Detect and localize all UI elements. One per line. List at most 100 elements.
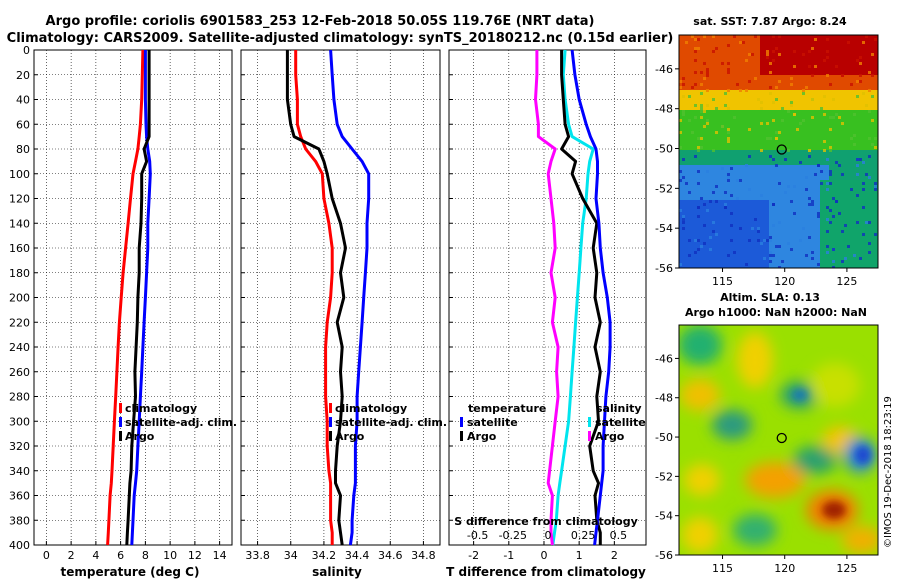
legend-swatch bbox=[329, 417, 332, 427]
sst-pixel bbox=[688, 191, 691, 194]
sst-pixel bbox=[733, 116, 736, 119]
sst-pixel bbox=[811, 47, 814, 50]
sst-pixel bbox=[832, 98, 835, 101]
sst-pixel bbox=[688, 254, 691, 257]
sst-pixel bbox=[706, 170, 709, 173]
sst-pixel bbox=[688, 95, 691, 98]
sst-map-title: sat. SST: 7.87 Argo: 8.24 bbox=[693, 15, 847, 28]
sst-pixel bbox=[769, 92, 772, 95]
sst-pixel bbox=[871, 143, 874, 146]
diff-xtick-label: 2 bbox=[611, 549, 618, 562]
sst-pixel bbox=[802, 227, 805, 230]
sal-xtick-label: 34 bbox=[284, 549, 298, 562]
sst-pixel bbox=[835, 65, 838, 68]
imos-credit: ©IMOS 19-Dec-2018 18:23:19 bbox=[883, 396, 894, 548]
difference-panel: -2 -1 0 1 2 -0.5 -0.25 0 0.25 0.5 T difference f… bbox=[446, 49, 647, 579]
sst-pixel bbox=[703, 125, 706, 128]
legend-label: Argo bbox=[335, 430, 365, 443]
sst-pixel bbox=[856, 80, 859, 83]
argo-location-marker bbox=[776, 144, 787, 155]
sst-pixel bbox=[868, 155, 871, 158]
sst-pixel bbox=[829, 146, 832, 149]
sst-pixel bbox=[838, 212, 841, 215]
sst-pixel bbox=[856, 164, 859, 167]
sst-pixel bbox=[778, 221, 781, 224]
sst-pixel bbox=[874, 137, 877, 140]
depth-tick-label: 240 bbox=[9, 341, 30, 354]
sst-pixel bbox=[745, 263, 748, 266]
sst-pixel bbox=[793, 212, 796, 215]
map-ytick-label: -50 bbox=[655, 431, 673, 444]
sst-pixel bbox=[769, 62, 772, 65]
difference-legend: temperaturesatelliteArgosalinitysatellit… bbox=[460, 402, 646, 443]
map-xtick-label: 120 bbox=[774, 562, 795, 575]
sst-pixel bbox=[682, 77, 685, 80]
sst-pixel bbox=[679, 179, 682, 182]
sst-pixel bbox=[691, 131, 694, 134]
sst-pixel bbox=[811, 200, 814, 203]
depth-tick-label: 360 bbox=[9, 490, 30, 503]
sst-pixel bbox=[694, 104, 697, 107]
sst-pixel bbox=[751, 227, 754, 230]
sst-pixel bbox=[703, 203, 706, 206]
sst-pixel bbox=[862, 41, 865, 44]
map-ytick-label: -48 bbox=[655, 392, 673, 405]
sst-pixel bbox=[712, 50, 715, 53]
legend-swatch bbox=[329, 403, 332, 413]
sst-pixel bbox=[874, 185, 877, 188]
sst-pixel bbox=[703, 242, 706, 245]
sst-pixel bbox=[868, 176, 871, 179]
sst-pixel bbox=[826, 158, 829, 161]
sst-pixel bbox=[712, 35, 715, 38]
legend-label: Argo bbox=[125, 430, 155, 443]
sla-map-title: Altim. SLA: 0.13 bbox=[720, 291, 820, 304]
sst-pixel bbox=[778, 182, 781, 185]
sst-pixel bbox=[787, 185, 790, 188]
depth-tick-label: 280 bbox=[9, 391, 30, 404]
sst-pixel bbox=[802, 92, 805, 95]
sst-pixel bbox=[739, 41, 742, 44]
sst-pixel bbox=[847, 245, 850, 248]
legend-label: satellite-adj. clim. bbox=[125, 416, 237, 429]
sst-pixel bbox=[832, 260, 835, 263]
temperature-axis-label: temperature (deg C) bbox=[61, 565, 200, 579]
depth-tick-label: 140 bbox=[9, 217, 30, 230]
sst-pixel bbox=[757, 239, 760, 242]
map-ytick-label: -54 bbox=[655, 510, 673, 523]
temp-xtick-label: 6 bbox=[117, 549, 124, 562]
sst-pixel bbox=[772, 203, 775, 206]
sst-pixel bbox=[727, 173, 730, 176]
sst-pixel bbox=[829, 128, 832, 131]
sst-pixel bbox=[829, 173, 832, 176]
legend-swatch bbox=[460, 431, 463, 441]
argo-location-marker bbox=[776, 432, 787, 444]
sst-pixel bbox=[775, 164, 778, 167]
temp-xtick-label: 10 bbox=[163, 549, 177, 562]
diff-xtick-label: -2 bbox=[468, 549, 479, 562]
sst-pixel bbox=[859, 62, 862, 65]
sst-pixel bbox=[874, 233, 877, 236]
sla-map: Altim. SLA: 0.13 Argo h1000: NaN h2000: … bbox=[655, 291, 879, 575]
sst-pixel bbox=[784, 158, 787, 161]
legend-label: temperature bbox=[468, 402, 546, 415]
sst-pixel bbox=[832, 116, 835, 119]
legend-label: satellite bbox=[467, 416, 518, 429]
sst-pixel bbox=[697, 146, 700, 149]
sst-pixel bbox=[772, 119, 775, 122]
depth-axis: 0 20 40 60 80 100 120 140 160 180 200 220 240 260 280 3… bbox=[9, 44, 30, 552]
sst-pixel bbox=[715, 200, 718, 203]
sst-pixel bbox=[841, 173, 844, 176]
sst-pixel bbox=[697, 248, 700, 251]
sst-pixel bbox=[775, 47, 778, 50]
sst-pixel bbox=[712, 191, 715, 194]
sst-pixel bbox=[874, 146, 877, 149]
sst-pixel bbox=[835, 200, 838, 203]
sst-pixel bbox=[694, 83, 697, 86]
legend-label: Argo bbox=[595, 430, 625, 443]
sst-pixel bbox=[796, 128, 799, 131]
legend-label: climatology bbox=[125, 402, 197, 415]
sst-pixel bbox=[682, 110, 685, 113]
sst-pixel bbox=[727, 254, 730, 257]
sst-pixel bbox=[826, 230, 829, 233]
sst-pixel bbox=[727, 179, 730, 182]
